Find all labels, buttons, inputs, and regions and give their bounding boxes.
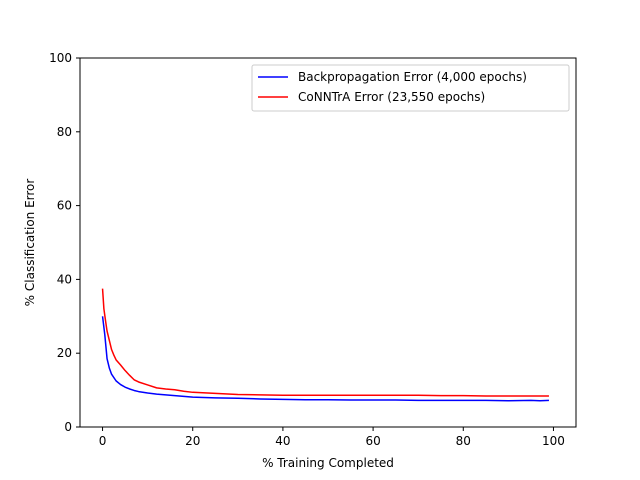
y-axis-ticks: 0 20 40 60 80 100 xyxy=(49,51,80,434)
legend: Backpropagation Error (4,000 epochs) CoN… xyxy=(251,64,570,112)
legend-box xyxy=(251,64,570,112)
y-tick-label: 60 xyxy=(57,199,72,213)
x-tick-label: 20 xyxy=(185,434,200,448)
x-axis-ticks: 0 20 40 60 80 100 xyxy=(99,427,565,448)
y-tick-label: 100 xyxy=(49,51,72,65)
x-tick-label: 80 xyxy=(456,434,471,448)
legend-entry-conntra: CoNNTrA Error (23,550 epochs) xyxy=(298,90,485,104)
y-tick-label: 20 xyxy=(57,346,72,360)
plot-frame xyxy=(79,57,577,428)
x-tick-label: 60 xyxy=(365,434,380,448)
x-tick-label: 100 xyxy=(542,434,565,448)
y-tick-label: 0 xyxy=(64,420,72,434)
series-line-0 xyxy=(101,316,549,402)
x-tick-label: 0 xyxy=(99,434,107,448)
series-line-1 xyxy=(101,288,549,397)
y-axis-label: % Classification Error xyxy=(23,179,37,307)
x-axis-label: % Training Completed xyxy=(262,456,394,470)
y-tick-label: 80 xyxy=(57,125,72,139)
series-layer xyxy=(101,288,549,402)
x-tick-label: 40 xyxy=(275,434,290,448)
legend-entry-backprop: Backpropagation Error (4,000 epochs) xyxy=(298,70,527,84)
y-tick-label: 40 xyxy=(57,272,72,286)
